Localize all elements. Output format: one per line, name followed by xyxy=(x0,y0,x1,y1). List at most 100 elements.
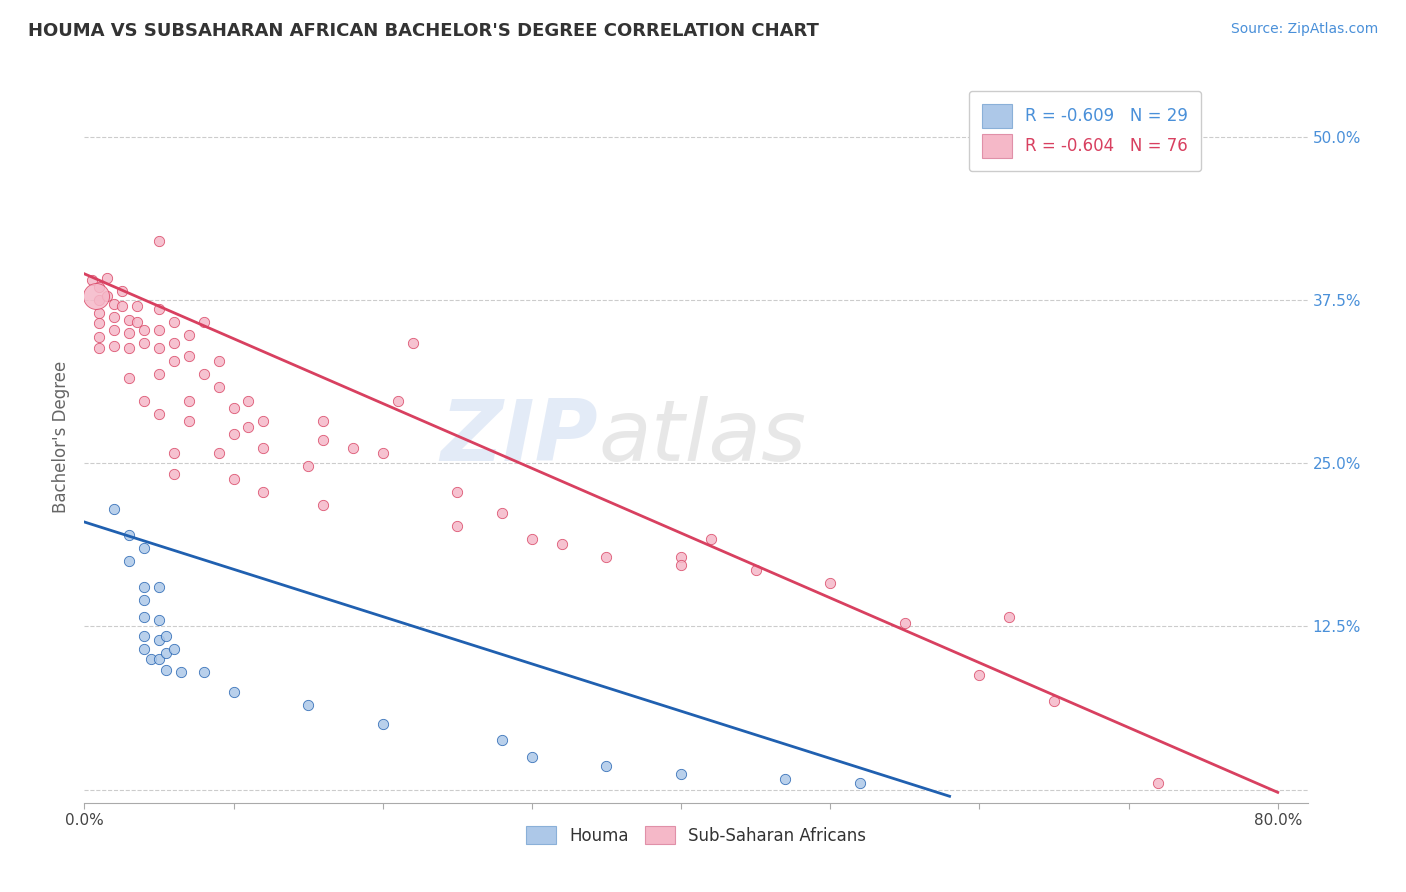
Point xyxy=(148,652,170,666)
Point xyxy=(103,297,125,311)
Point xyxy=(371,717,394,731)
Point xyxy=(103,323,125,337)
Point xyxy=(148,301,170,317)
Point xyxy=(148,323,170,337)
Point xyxy=(387,393,409,408)
Point xyxy=(252,485,274,500)
Point xyxy=(155,663,177,677)
Point xyxy=(118,371,141,385)
Point xyxy=(103,338,125,352)
Point xyxy=(207,354,229,368)
Point xyxy=(595,759,617,773)
Point xyxy=(669,550,692,565)
Point xyxy=(132,323,155,337)
Point xyxy=(89,293,111,307)
Point xyxy=(297,458,319,473)
Text: ZIP: ZIP xyxy=(440,395,598,479)
Point xyxy=(163,641,186,656)
Point xyxy=(96,270,118,285)
Point xyxy=(125,300,148,314)
Point xyxy=(520,532,543,546)
Point xyxy=(163,315,186,329)
Point xyxy=(238,419,260,434)
Point xyxy=(1147,776,1170,790)
Point xyxy=(132,629,155,643)
Point xyxy=(111,284,134,298)
Point xyxy=(551,537,574,551)
Point xyxy=(148,341,170,355)
Point xyxy=(132,593,155,607)
Point xyxy=(89,306,111,320)
Point xyxy=(177,414,200,428)
Point xyxy=(818,576,841,591)
Point xyxy=(193,368,215,382)
Point xyxy=(103,502,125,516)
Point xyxy=(163,467,186,481)
Point xyxy=(177,328,200,343)
Point xyxy=(118,326,141,340)
Point xyxy=(89,317,111,331)
Point xyxy=(163,354,186,368)
Point xyxy=(894,615,917,630)
Point xyxy=(89,280,111,294)
Point xyxy=(775,772,797,787)
Point xyxy=(148,368,170,382)
Point xyxy=(222,427,245,442)
Point xyxy=(401,336,423,351)
Point xyxy=(80,273,103,287)
Point xyxy=(148,580,170,594)
Point xyxy=(669,767,692,781)
Point xyxy=(132,580,155,594)
Point xyxy=(312,498,335,512)
Point xyxy=(118,528,141,542)
Point xyxy=(595,550,617,565)
Point xyxy=(125,315,148,329)
Point xyxy=(103,310,125,324)
Point xyxy=(170,665,193,680)
Point xyxy=(148,613,170,627)
Point xyxy=(669,558,692,573)
Point xyxy=(1043,694,1066,708)
Point xyxy=(132,541,155,555)
Point xyxy=(998,610,1021,624)
Point xyxy=(238,393,260,408)
Text: HOUMA VS SUBSAHARAN AFRICAN BACHELOR'S DEGREE CORRELATION CHART: HOUMA VS SUBSAHARAN AFRICAN BACHELOR'S D… xyxy=(28,22,818,40)
Point xyxy=(148,234,170,248)
Point xyxy=(118,341,141,355)
Point xyxy=(491,733,513,747)
Legend: Houma, Sub-Saharan Africans: Houma, Sub-Saharan Africans xyxy=(517,818,875,853)
Point xyxy=(155,629,177,643)
Point xyxy=(969,667,991,682)
Point xyxy=(132,641,155,656)
Text: atlas: atlas xyxy=(598,395,806,479)
Point xyxy=(312,414,335,428)
Point xyxy=(89,341,111,355)
Point xyxy=(141,652,163,666)
Point xyxy=(193,665,215,680)
Point xyxy=(700,532,723,546)
Point xyxy=(148,407,170,421)
Y-axis label: Bachelor's Degree: Bachelor's Degree xyxy=(52,361,70,513)
Point xyxy=(252,441,274,455)
Point xyxy=(297,698,319,712)
Point xyxy=(491,506,513,520)
Point xyxy=(132,393,155,408)
Point xyxy=(89,329,111,343)
Point xyxy=(163,446,186,460)
Point xyxy=(342,441,364,455)
Point xyxy=(148,632,170,647)
Point xyxy=(222,401,245,416)
Point xyxy=(520,750,543,764)
Point xyxy=(252,414,274,428)
Point xyxy=(371,446,394,460)
Point xyxy=(84,289,107,303)
Point xyxy=(132,336,155,351)
Point xyxy=(118,312,141,326)
Point xyxy=(155,646,177,660)
Point xyxy=(849,776,872,790)
Point xyxy=(312,433,335,447)
Text: Source: ZipAtlas.com: Source: ZipAtlas.com xyxy=(1230,22,1378,37)
Point xyxy=(222,685,245,699)
Point xyxy=(222,472,245,486)
Point xyxy=(744,563,766,577)
